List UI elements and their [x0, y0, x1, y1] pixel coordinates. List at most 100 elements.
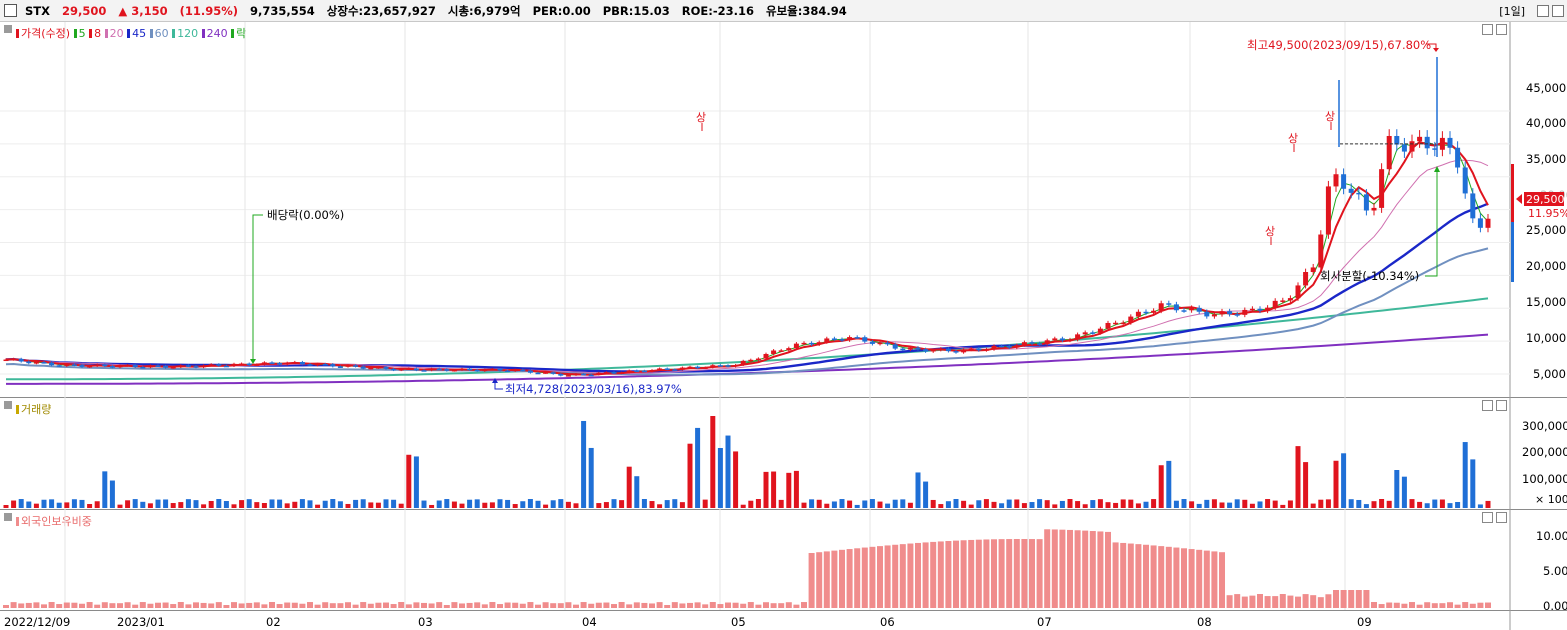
candle-body	[1227, 311, 1233, 315]
foreign-bar	[960, 540, 967, 608]
volume-bar	[292, 501, 298, 508]
foreign-bar	[436, 602, 443, 608]
close-icon[interactable]	[1496, 512, 1507, 523]
y-tick: 35,000	[1526, 152, 1566, 166]
foreign-bar	[922, 542, 929, 608]
volume-bar	[1439, 499, 1445, 508]
candle-body	[1067, 339, 1073, 342]
foreign-bar	[1325, 594, 1332, 608]
foreign-bar	[322, 602, 329, 608]
foreign-bar	[588, 603, 595, 608]
foreign-bar	[1143, 544, 1149, 608]
foreign-bar	[823, 551, 830, 608]
price-panel: 가격(수정) 5 8 20 45 60 120 240 락	[0, 22, 1567, 398]
candle-body	[1143, 311, 1149, 314]
volume-bar	[611, 499, 617, 508]
candle-body	[277, 363, 283, 365]
foreign-bar	[200, 602, 207, 608]
foreign-bar	[337, 603, 344, 608]
volume-bar	[1371, 501, 1377, 508]
volume-bar	[862, 500, 868, 508]
candle-body	[1166, 303, 1172, 305]
volume-panel: 거래량	[0, 398, 1567, 510]
candle-body	[147, 365, 153, 368]
volume-bar	[1386, 500, 1392, 508]
foreign-bar	[1401, 603, 1408, 608]
minimize-icon[interactable]	[1482, 512, 1493, 523]
close-icon[interactable]	[1552, 4, 1564, 17]
volume-bar	[451, 501, 457, 508]
volume-bar	[79, 499, 85, 508]
vol-unit: × 100	[1535, 493, 1567, 506]
foreign-bar	[907, 543, 914, 608]
candle-body	[603, 372, 609, 374]
candle-body	[626, 370, 632, 373]
candle-body	[983, 349, 989, 351]
volume-bar	[588, 447, 594, 508]
panel-menu-icon[interactable]	[4, 401, 12, 409]
candle-body	[467, 368, 473, 371]
volume-bar	[1249, 503, 1255, 508]
volume-bar	[147, 503, 153, 508]
volume-bar	[383, 499, 389, 508]
volume-bar	[877, 501, 883, 508]
foreign-bar	[732, 602, 739, 608]
candle-body	[315, 363, 321, 366]
candle-body	[1128, 316, 1134, 323]
split-label: 회사분할(-10.34%)	[1320, 269, 1419, 283]
candle-body	[261, 362, 267, 365]
period-selector[interactable]: [1일]	[1499, 4, 1525, 18]
volume-bar	[1447, 503, 1453, 508]
candle-body	[208, 364, 214, 366]
candle-body	[664, 368, 670, 370]
candle-body	[1151, 310, 1157, 313]
foreign-bar	[1485, 602, 1491, 608]
chart-canvas[interactable]: 45,000 40,000 35,000 30,000 25,000 20,00…	[0, 22, 1567, 630]
foreign-bar	[413, 602, 420, 608]
candle-body	[1029, 342, 1035, 344]
candle-body	[619, 372, 625, 374]
volume-bar	[1242, 499, 1248, 508]
candle-body	[254, 364, 260, 366]
foreign-bar	[1089, 531, 1096, 608]
volume-bar	[793, 470, 799, 508]
candle-body	[1379, 169, 1385, 208]
price-panel-controls	[1482, 24, 1507, 35]
volume-bar	[1363, 504, 1369, 508]
panel-menu-icon[interactable]	[4, 25, 12, 33]
foreign-bar	[816, 552, 823, 608]
foreign-bar	[1295, 596, 1301, 608]
candle-body	[1318, 234, 1324, 268]
foreign-bar	[846, 549, 853, 608]
close-icon[interactable]	[1496, 24, 1507, 35]
foreign-bar	[1135, 544, 1142, 608]
restore-icon[interactable]	[1537, 4, 1549, 17]
foreign-bar	[170, 604, 177, 608]
candle-body	[170, 367, 176, 369]
current-price-box	[1524, 192, 1564, 206]
y-tick: 15,000	[1526, 295, 1566, 309]
foreign-bar	[618, 602, 625, 608]
foreign-bar	[223, 604, 230, 608]
minimize-icon[interactable]	[1482, 24, 1493, 35]
volume-bar	[869, 499, 875, 508]
select-checkbox[interactable]	[4, 4, 17, 17]
volume-bar	[1189, 501, 1195, 508]
close-icon[interactable]	[1496, 400, 1507, 411]
foreign-bar	[459, 603, 465, 608]
candle-body	[649, 370, 655, 372]
y-tick: 40,000	[1526, 116, 1566, 130]
foreign-bar	[1127, 543, 1134, 608]
volume-bar	[558, 499, 564, 508]
volume-bar	[71, 499, 77, 508]
foreign-bar	[1454, 604, 1461, 608]
minimize-icon[interactable]	[1482, 400, 1493, 411]
foreign-bar	[937, 541, 944, 608]
candle-body	[322, 363, 328, 366]
foreign-bar	[633, 602, 640, 608]
panel-menu-icon[interactable]	[4, 513, 12, 521]
volume-bar	[839, 499, 845, 508]
volume-bar	[649, 501, 655, 508]
foreign-bar	[991, 539, 997, 608]
candle-body	[1303, 272, 1309, 286]
